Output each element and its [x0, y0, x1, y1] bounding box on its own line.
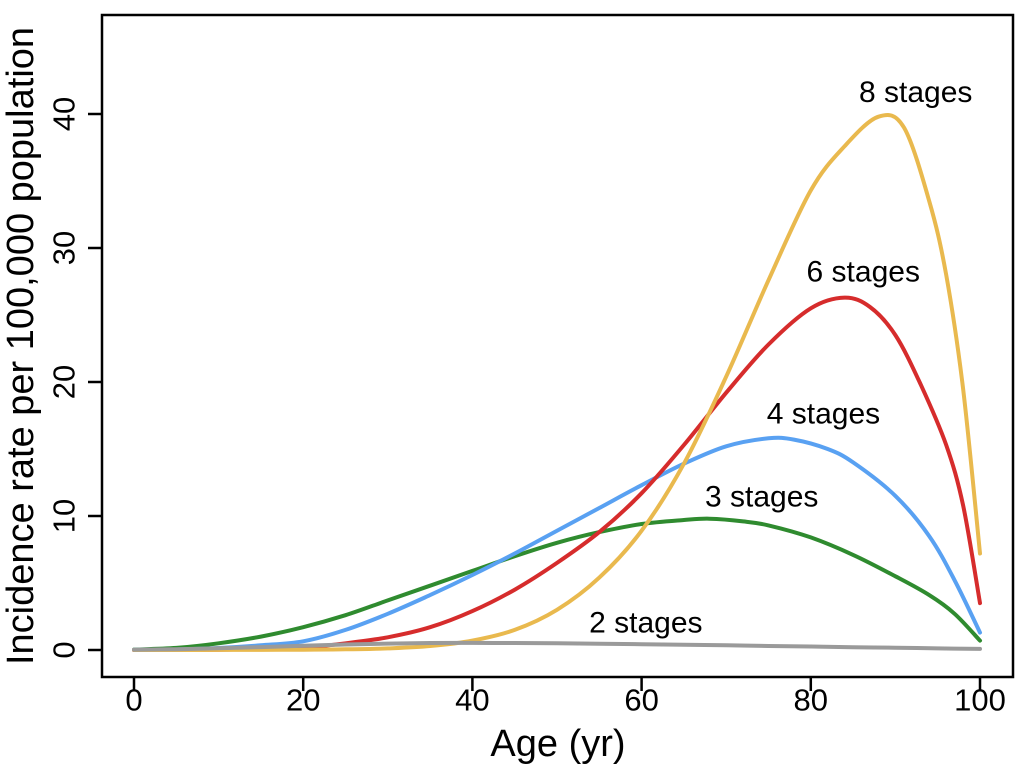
x-tick-label: 0	[125, 683, 142, 718]
series-line-8-stages	[132, 113, 982, 652]
y-tick-label: 0	[47, 641, 82, 658]
y-tick-label: 30	[47, 231, 82, 265]
x-tick-label: 100	[954, 683, 1006, 718]
series-labels: 3 stages 4 stages 6 stages 8 stages 2 stages	[589, 76, 972, 640]
series-line-3-stages	[132, 516, 982, 652]
series-label-6-stages: 6 stages	[807, 256, 920, 289]
series-label-8-stages: 8 stages	[859, 76, 972, 109]
series-lines	[132, 113, 982, 652]
series-label-4-stages: 4 stages	[767, 398, 880, 431]
series-line-4-stages	[132, 435, 982, 652]
x-tick-label: 40	[455, 683, 489, 718]
x-tick-label: 80	[794, 683, 828, 718]
y-tick-label: 40	[47, 97, 82, 131]
y-axis-title: Incidence rate per 100,000 population	[0, 27, 42, 665]
series-label-2-stages: 2 stages	[589, 607, 702, 640]
series-label-3-stages: 3 stages	[705, 481, 818, 514]
series-line-2-stages	[132, 640, 982, 652]
x-axis: 0 20 40 60 80 100	[125, 677, 1006, 718]
series-line-6-stages	[132, 295, 982, 652]
y-tick-label: 10	[47, 499, 82, 533]
y-tick-label: 20	[47, 365, 82, 399]
y-axis: 0 10 20 30 40	[47, 97, 102, 659]
x-tick-label: 60	[624, 683, 658, 718]
x-axis-title: Age (yr)	[490, 723, 625, 765]
plot-border	[100, 13, 1015, 679]
x-tick-label: 20	[286, 683, 320, 718]
